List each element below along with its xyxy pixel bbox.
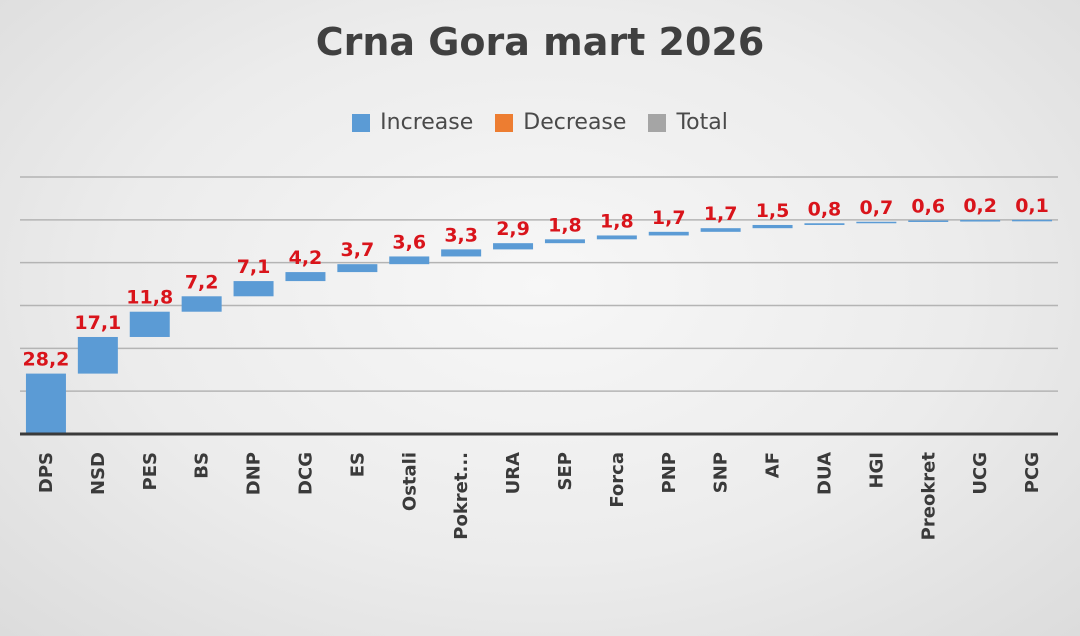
x-tick-label: Forca: [607, 452, 628, 508]
legend-item-total: Total: [648, 110, 728, 135]
x-tick-label: NSD: [88, 452, 109, 495]
bar-dua: [804, 223, 845, 225]
bar-pes: [129, 311, 170, 337]
legend-swatch-increase: [352, 113, 371, 132]
bar-pcg: [1012, 219, 1053, 222]
x-tick-label: DCG: [295, 452, 316, 495]
bar-ostali: [389, 256, 430, 265]
data-label: 11,8: [126, 287, 173, 309]
x-tick-label: PNP: [659, 452, 680, 493]
bar-sep: [544, 239, 585, 244]
data-label: 3,6: [392, 231, 426, 253]
x-tick-label: Preokret: [918, 452, 939, 541]
data-label: 0,1: [1015, 195, 1049, 217]
chart-title: Crna Gora mart 2026: [315, 20, 765, 64]
bar-bs: [181, 296, 222, 312]
bar-forca: [596, 235, 637, 240]
data-label: 1,5: [756, 200, 790, 222]
data-label: 4,2: [289, 247, 323, 269]
x-tick-label: ES: [347, 452, 368, 477]
x-tick-label: SEP: [555, 452, 576, 490]
data-label: 1,8: [600, 210, 634, 232]
legend-item-increase: Increase: [352, 110, 473, 135]
legend-label-decrease: Decrease: [523, 110, 627, 135]
data-label: 0,2: [963, 195, 997, 217]
data-label: 0,7: [860, 197, 894, 219]
x-tick-label: URA: [503, 452, 524, 494]
x-tick-label: DUA: [814, 452, 835, 495]
x-tick-label: BS: [192, 452, 213, 479]
x-tick-label: AF: [763, 452, 784, 478]
x-tick-label: PES: [140, 452, 161, 490]
data-label: 3,7: [341, 239, 375, 261]
legend-swatch-total: [648, 113, 667, 132]
bar-pnp: [648, 231, 689, 236]
data-label: 1,7: [704, 203, 738, 225]
data-label: 7,1: [237, 256, 271, 278]
bar-preokret: [908, 220, 949, 222]
data-label: 0,6: [911, 195, 945, 217]
x-tick-label: DPS: [36, 452, 57, 493]
legend-label-increase: Increase: [380, 110, 474, 135]
bar-snp: [700, 228, 741, 232]
data-label: 28,2: [23, 349, 70, 371]
data-label: 1,8: [548, 214, 582, 236]
data-label: 0,8: [808, 198, 842, 220]
legend-item-decrease: Decrease: [495, 110, 626, 135]
x-tick-label: PCG: [1022, 452, 1043, 493]
bar-ucg: [960, 220, 1001, 222]
bar-ura: [493, 243, 534, 250]
data-label: 7,2: [185, 271, 219, 293]
bar-dnp: [233, 281, 274, 297]
bar-hgi: [856, 221, 897, 224]
legend: Increase Decrease Total: [0, 110, 1080, 135]
data-label: 2,9: [496, 218, 530, 240]
x-tick-label: Pokret...: [451, 452, 472, 540]
x-tick-label: HGI: [866, 452, 887, 489]
legend-label-total: Total: [676, 110, 728, 135]
bar-af: [752, 224, 793, 229]
data-label: 17,1: [74, 312, 121, 334]
bar-nsd: [77, 336, 118, 374]
bar-dcg: [285, 272, 326, 282]
bar-es: [337, 264, 378, 273]
x-tick-label: Ostali: [399, 452, 420, 511]
bar-pokret: [441, 249, 482, 257]
x-tick-label: UCG: [970, 452, 991, 495]
x-tick-label: DNP: [244, 452, 265, 495]
x-tick-label: SNP: [711, 452, 732, 493]
bar-dps: [25, 373, 66, 434]
data-label: 3,3: [444, 224, 478, 246]
legend-swatch-decrease: [495, 113, 514, 132]
data-label: 1,7: [652, 207, 686, 229]
